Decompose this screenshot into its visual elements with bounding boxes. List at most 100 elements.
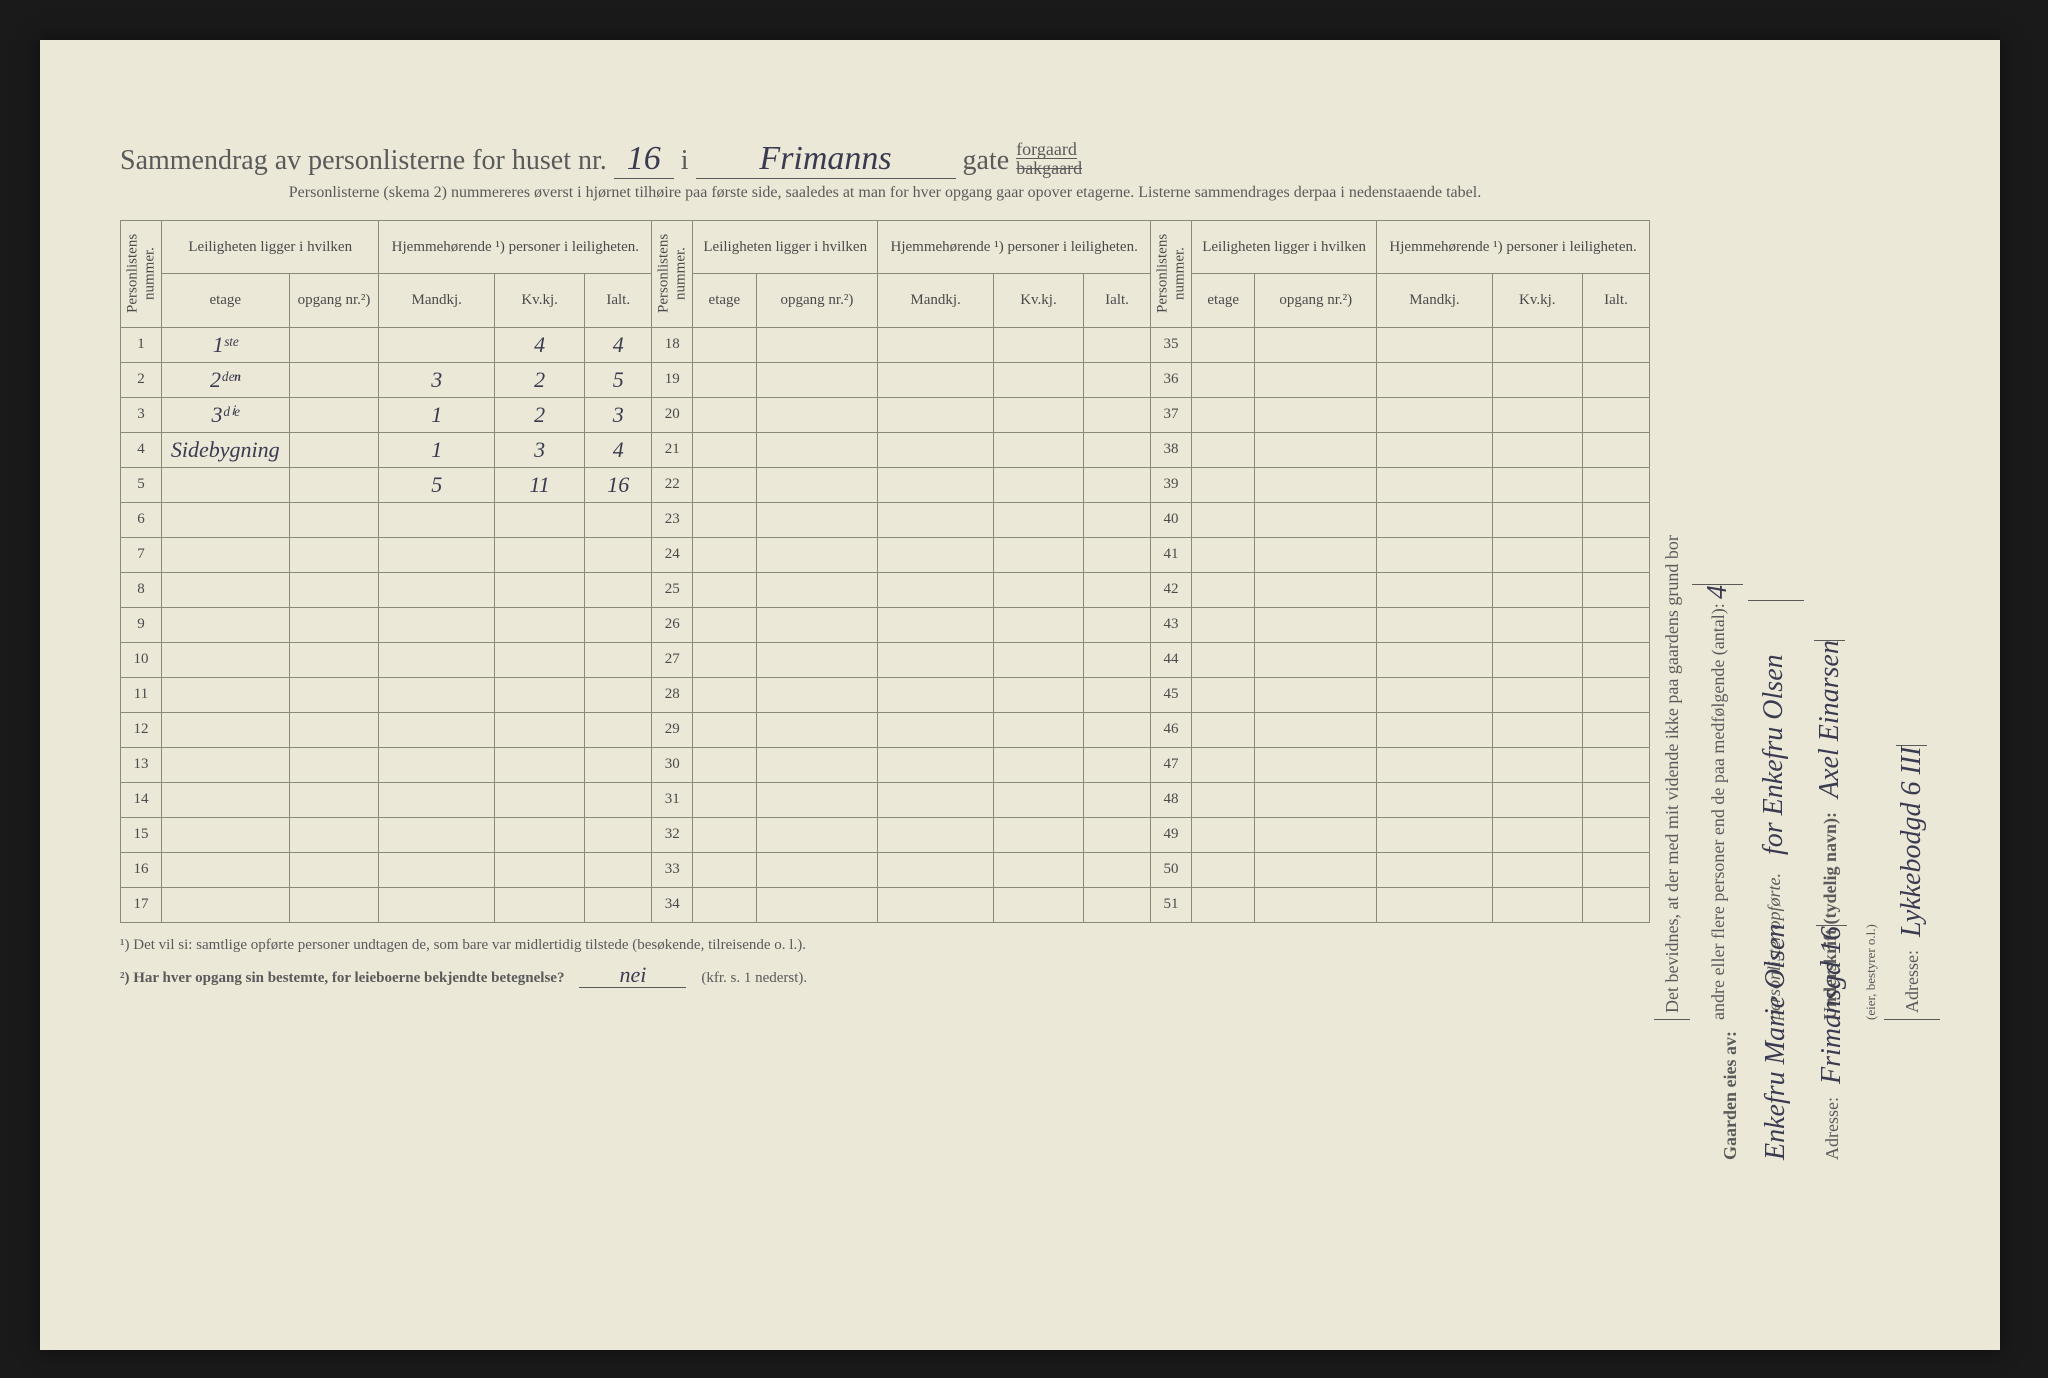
cell-etage [693,467,756,502]
row-number: 39 [1151,467,1192,502]
cell-ialt [1084,467,1151,502]
cell-kv [993,677,1083,712]
cell-etage [1192,572,1255,607]
cell-mand [1377,747,1493,782]
cell-opgang [756,817,878,852]
cell-ialt [585,502,652,537]
cell-ialt [585,712,652,747]
cell-etage [693,607,756,642]
cell-kv [495,747,585,782]
row-number: 51 [1151,887,1192,922]
col-mand-2: Mandkj. [878,274,994,328]
cell-opgang [756,502,878,537]
cell-mand [379,327,495,362]
col-ialt-1: Ialt. [585,274,652,328]
cell-kv [1492,712,1582,747]
row-number: 20 [652,397,693,432]
cell-etage [1192,747,1255,782]
cell-kv [993,537,1083,572]
cell-kv [495,642,585,677]
cell-kv: 11 [495,467,585,502]
cell-kv [495,677,585,712]
footnotes: ¹) Det vil si: samtlige opførte personer… [120,933,1650,992]
cell-kv [1492,642,1582,677]
cell-kv [1492,432,1582,467]
cell-mand [379,852,495,887]
cell-kv [1492,747,1582,782]
cell-mand [379,712,495,747]
cell-mand [878,817,994,852]
cell-ialt [1084,887,1151,922]
row-number: 30 [652,747,693,782]
cell-mand [1377,572,1493,607]
row-number: 24 [652,537,693,572]
col-leilighet-3: Leiligheten ligger i hvilken [1192,220,1377,274]
table-row: 11ˢᵗᵉ441835 [121,327,1650,362]
cell-kv [993,747,1083,782]
cell-opgang [1255,712,1377,747]
street-name: Frimanns [696,140,956,179]
cell-kv [495,712,585,747]
col-mand-1: Mandkj. [379,274,495,328]
cell-mand [878,712,994,747]
row-number: 22 [652,467,693,502]
cell-kv [1492,887,1582,922]
cell-kv [1492,852,1582,887]
cell-opgang [289,467,379,502]
cell-mand [1377,537,1493,572]
cell-ialt [585,782,652,817]
cell-opgang [1255,502,1377,537]
cell-etage [162,642,290,677]
cell-opgang [1255,852,1377,887]
row-number: 14 [121,782,162,817]
row-number: 33 [652,852,693,887]
cell-opgang [756,327,878,362]
cell-ialt [585,887,652,922]
cell-etage: 1ˢᵗᵉ [162,327,290,362]
cell-kv [495,502,585,537]
row-number: 5 [121,467,162,502]
cell-ialt [1084,642,1151,677]
cell-mand [878,537,994,572]
suffix-forgaard: forgaard [1016,140,1077,159]
row-number: 9 [121,607,162,642]
cell-mand [1377,607,1493,642]
col-etage-3: etage [1192,274,1255,328]
cell-ialt [585,572,652,607]
row-number: 45 [1151,677,1192,712]
owner-address-label: Adresse: [1822,1097,1842,1160]
cell-kv [1492,782,1582,817]
row-number: 26 [652,607,693,642]
table-row: 163350 [121,852,1650,887]
cell-etage [693,887,756,922]
cell-mand [878,572,994,607]
cell-kv [495,887,585,922]
cell-mand [878,502,994,537]
row-number: 13 [121,747,162,782]
cell-ialt [585,537,652,572]
col-mand-3: Mandkj. [1377,274,1493,328]
row-number: 48 [1151,782,1192,817]
census-table: Personlistens nummer. Leiligheten ligger… [120,220,1650,923]
cell-ialt [1582,747,1649,782]
col-ialt-2: Ialt. [1084,274,1151,328]
cell-etage [1192,502,1255,537]
cell-ialt [1582,327,1649,362]
cell-etage [693,642,756,677]
cell-opgang [1255,747,1377,782]
cell-kv [993,817,1083,852]
row-number: 36 [1151,362,1192,397]
row-number: 46 [1151,712,1192,747]
scanned-form-page: Sammendrag av personlisterne for huset n… [40,40,2000,1350]
cell-opgang [1255,397,1377,432]
cell-mand [878,782,994,817]
cell-kv [993,327,1083,362]
cell-opgang [756,432,878,467]
cell-etage [1192,677,1255,712]
table-row: 92643 [121,607,1650,642]
cell-ialt [1582,537,1649,572]
cell-mand [1377,677,1493,712]
cell-mand: 5 [379,467,495,502]
cell-mand [1377,782,1493,817]
cell-mand [1377,432,1493,467]
